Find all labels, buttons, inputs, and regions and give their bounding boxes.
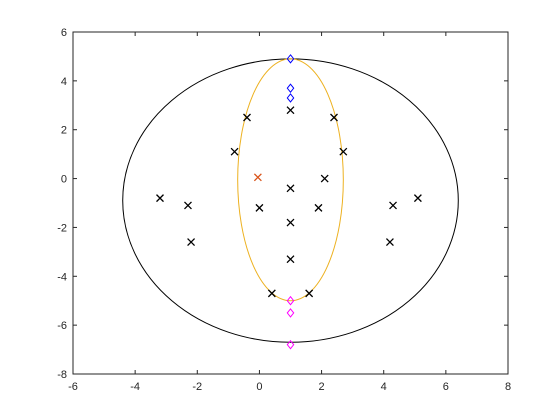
x-marker bbox=[230, 147, 239, 156]
y-tick-label: 4 bbox=[61, 76, 67, 88]
y-tick-label: -6 bbox=[57, 320, 67, 332]
x-marker bbox=[413, 194, 422, 203]
y-tick-label: 2 bbox=[61, 125, 67, 137]
x-marker bbox=[286, 255, 295, 264]
x-tick-label: 6 bbox=[443, 381, 449, 393]
diamond-marker bbox=[286, 339, 295, 350]
x-tick-label: 0 bbox=[256, 381, 262, 393]
y-tick-label: 6 bbox=[61, 27, 67, 39]
y-tick-label: 0 bbox=[61, 174, 67, 186]
x-marker bbox=[243, 113, 251, 122]
x-marker bbox=[389, 201, 397, 210]
x-marker bbox=[305, 289, 314, 298]
x-marker bbox=[184, 201, 192, 210]
diamond-marker bbox=[286, 308, 295, 318]
y-tick-label: -4 bbox=[57, 271, 67, 283]
plot-area bbox=[72, 31, 509, 375]
diamond-marker bbox=[286, 83, 295, 93]
y-tick-label: -8 bbox=[57, 369, 67, 381]
x-marker bbox=[330, 113, 338, 122]
ellipse-layer bbox=[122, 58, 459, 343]
x-marker bbox=[314, 203, 323, 212]
x-marker bbox=[385, 238, 394, 247]
x-marker bbox=[156, 194, 164, 203]
x-axis-ticks: -6 -4 -2 0 2 4 6 8 bbox=[68, 32, 511, 393]
x-marker bbox=[286, 218, 295, 227]
x-tick-label: -2 bbox=[192, 381, 202, 393]
marker-layer bbox=[156, 54, 422, 350]
x-tick-label: -6 bbox=[68, 381, 78, 393]
diamond-marker bbox=[286, 93, 295, 103]
x-tick-label: -4 bbox=[130, 381, 140, 393]
diamond-marker bbox=[286, 54, 295, 64]
x-tick-label: 2 bbox=[319, 381, 325, 393]
x-tick-label: 8 bbox=[505, 381, 511, 393]
diamond-marker bbox=[286, 295, 295, 306]
x-marker bbox=[286, 184, 295, 193]
x-marker bbox=[267, 289, 276, 298]
x-marker bbox=[187, 238, 196, 247]
x-marker bbox=[320, 174, 329, 183]
y-tick-label: -2 bbox=[57, 222, 67, 234]
x-marker bbox=[286, 106, 295, 115]
ellipse-curve bbox=[237, 58, 344, 302]
x-tick-label: 4 bbox=[381, 381, 387, 393]
y-axis-ticks: -8 -6 -4 -2 0 2 4 6 bbox=[57, 27, 508, 381]
x-marker bbox=[339, 147, 348, 156]
x-marker bbox=[253, 173, 262, 182]
x-marker bbox=[255, 203, 264, 212]
